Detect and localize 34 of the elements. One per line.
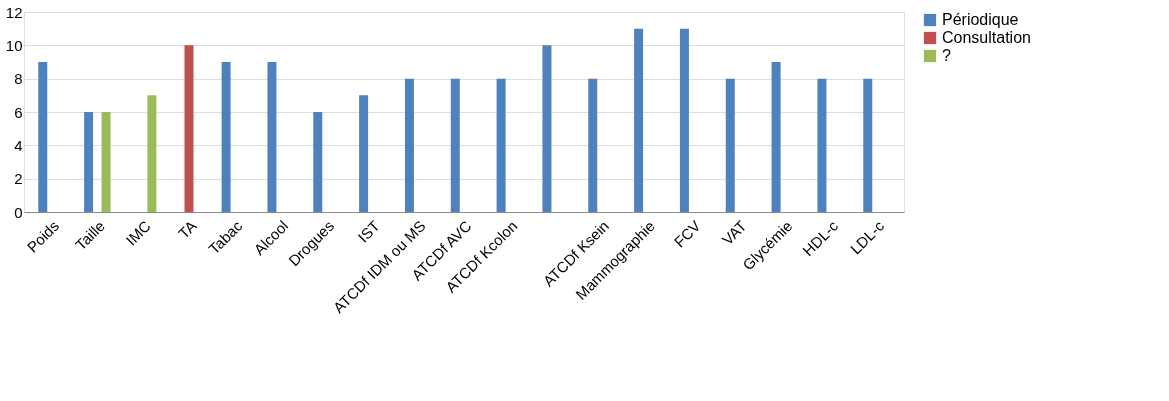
y-tick-label: 8 xyxy=(14,70,23,88)
y-tick-label: 6 xyxy=(14,103,23,121)
bar xyxy=(634,28,644,212)
bar xyxy=(267,62,277,212)
bar xyxy=(313,112,323,212)
bar xyxy=(404,78,414,212)
bar xyxy=(147,95,157,212)
x-tick-label: TA xyxy=(174,217,200,242)
legend-label: Consultation xyxy=(942,29,1031,46)
bar xyxy=(184,45,194,212)
bar xyxy=(359,95,369,212)
y-tick-label: 4 xyxy=(14,136,23,154)
bar xyxy=(725,78,735,212)
bar xyxy=(679,28,689,212)
bar xyxy=(101,112,111,212)
bar xyxy=(817,78,827,212)
bar xyxy=(588,78,598,212)
bar xyxy=(542,45,552,212)
bar xyxy=(863,78,873,212)
y-tick-label: 0 xyxy=(14,203,23,221)
x-tick-label: IMC xyxy=(122,216,154,249)
y-tick-label: 12 xyxy=(5,3,23,21)
bar xyxy=(771,62,781,212)
x-tick-label: IST xyxy=(354,217,383,246)
y-tick-label: 2 xyxy=(14,170,23,188)
bar xyxy=(221,62,231,212)
bar xyxy=(38,62,48,212)
legend-label: ? xyxy=(942,47,951,64)
x-tick-label: VAT xyxy=(718,217,750,249)
bar xyxy=(84,112,94,212)
y-tick-label: 10 xyxy=(5,36,23,54)
bar xyxy=(450,78,460,212)
legend-label: Périodique xyxy=(942,11,1019,28)
bar xyxy=(496,78,506,212)
